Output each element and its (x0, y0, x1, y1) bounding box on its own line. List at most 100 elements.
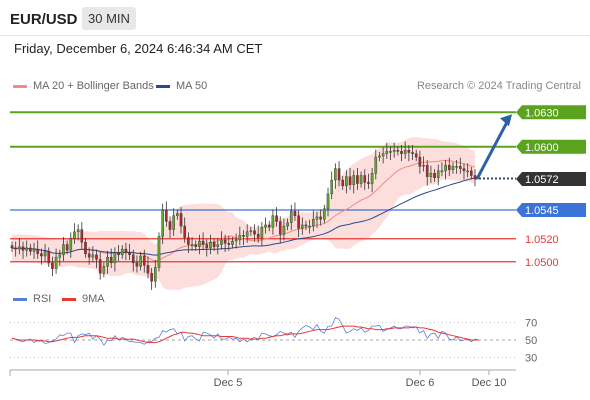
current-price-label-text: 1.0572 (525, 174, 559, 186)
candle-body (378, 155, 381, 158)
candle (165, 201, 168, 227)
candle-body (113, 252, 117, 264)
level-label-1.0520: 1.0520 (525, 234, 559, 246)
price-labels: 1.0630 1.0600 1.0545 1.0520 1.0500 1.0572 (516, 105, 586, 269)
candle (304, 220, 308, 231)
timeframe-badge[interactable]: 30 MIN (82, 7, 136, 30)
candle-body (76, 229, 80, 233)
rsi-line (11, 316, 479, 346)
candle (223, 234, 227, 252)
candle-body (58, 254, 62, 258)
level-label-1.0500-text: 1.0500 (525, 257, 559, 269)
candle-body (65, 244, 69, 251)
candle (117, 245, 120, 262)
candle (157, 232, 161, 272)
candle (205, 239, 209, 257)
candle (330, 171, 333, 200)
legend-ma50-label: MA 50 (176, 80, 208, 92)
candle-body (198, 240, 201, 248)
current-price-label-box (516, 171, 586, 186)
candle (10, 241, 14, 252)
candle (36, 240, 40, 259)
candle-body (242, 235, 245, 237)
candle (62, 237, 65, 262)
candle-body (300, 224, 304, 229)
candle (400, 145, 403, 162)
rsi-panel: 70 50 30 (10, 316, 537, 364)
candle-body (168, 221, 172, 230)
candle-body (10, 245, 14, 249)
candle (168, 216, 172, 239)
candle (444, 159, 447, 180)
candle (95, 249, 98, 269)
header-divider (0, 35, 590, 36)
level-label-1.0600-text: 1.0600 (525, 142, 559, 154)
candle (142, 249, 146, 273)
candle-body (396, 149, 400, 152)
candle (286, 218, 289, 231)
candle-body (47, 251, 51, 264)
candle (308, 219, 311, 234)
level-label-1.0500: 1.0500 (525, 257, 559, 269)
candle (297, 210, 300, 238)
candle-body (260, 227, 264, 238)
candle (425, 159, 429, 186)
candle-body (407, 149, 411, 153)
candle-body (447, 164, 451, 170)
candle (54, 248, 58, 274)
candle (385, 142, 389, 159)
candle (220, 231, 223, 250)
candle (356, 168, 359, 190)
legend-rsi-label: RSI (33, 293, 52, 305)
candle (245, 224, 249, 243)
level-lines (10, 111, 516, 263)
candle (146, 256, 150, 279)
candle (293, 202, 297, 221)
candle (278, 216, 282, 243)
candle-body (418, 156, 422, 167)
candle-body (40, 253, 43, 257)
candle-body (117, 252, 120, 256)
candle-body (429, 172, 433, 177)
candle-body (124, 248, 128, 253)
level-label-1.0600-box (516, 139, 586, 154)
legend-ma50: MA 50 (156, 80, 207, 92)
candle-body (62, 244, 65, 256)
candle-body (459, 166, 462, 169)
candle (370, 168, 374, 193)
candle (14, 241, 17, 257)
candle-body (433, 172, 436, 178)
forecast-overlay (475, 114, 516, 180)
candle-body (385, 151, 389, 154)
current-price-label: 1.0572 (516, 171, 586, 186)
candle (32, 242, 36, 259)
candle (154, 260, 157, 288)
instrument-title: EUR/USD (10, 11, 78, 28)
candle (124, 242, 128, 261)
forecast-arrow-shaft (475, 119, 510, 180)
candle (194, 240, 198, 251)
candle-body (370, 172, 374, 184)
candle-body (234, 239, 238, 242)
candle-body (98, 259, 102, 274)
forecast-arrow-head (500, 114, 512, 127)
candle-body (312, 218, 315, 227)
candle-body (139, 255, 142, 267)
time-axis: Dec 5 Dec 6 Dec 10 (9, 369, 516, 389)
candle-body (109, 256, 113, 264)
candle (29, 243, 32, 256)
candle-body (179, 213, 183, 227)
candle-body (271, 215, 275, 228)
candle-body (69, 238, 73, 251)
candle-body (275, 215, 278, 222)
candle (131, 249, 135, 272)
candle (260, 222, 264, 247)
candle (179, 207, 183, 234)
candle (378, 151, 381, 162)
candle (403, 141, 407, 159)
time-label-1: Dec 6 (406, 377, 435, 389)
candle-body (356, 175, 359, 184)
candle (113, 247, 117, 272)
candles (10, 141, 477, 290)
candle (128, 243, 131, 261)
